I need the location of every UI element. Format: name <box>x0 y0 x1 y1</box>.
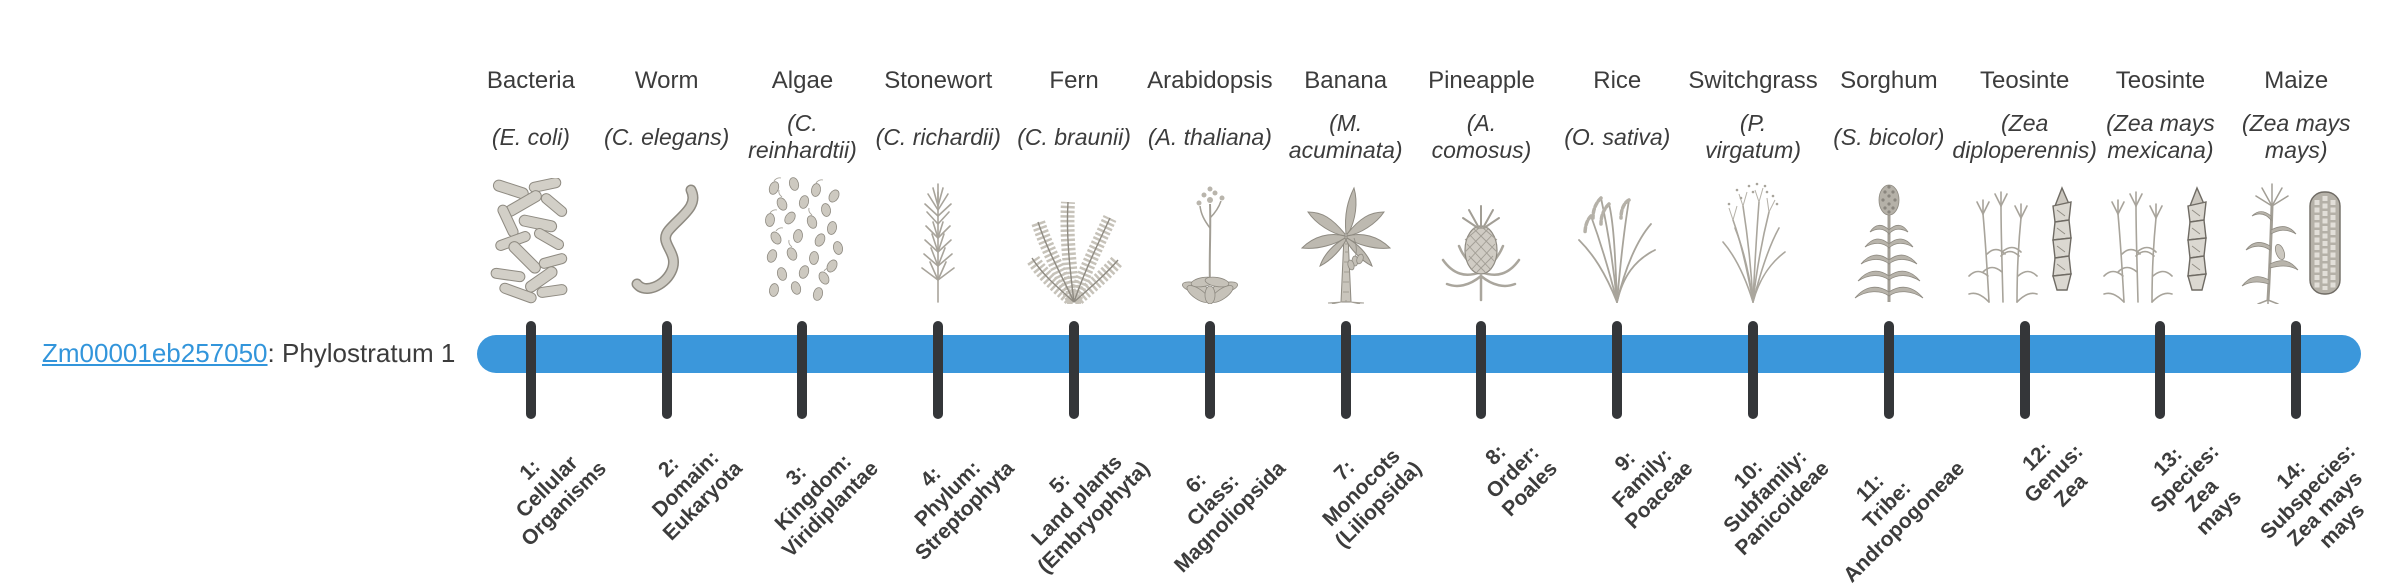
scientific-name-label: (C. richardii) <box>875 123 1001 150</box>
fern-icon <box>1022 172 1126 304</box>
pineapple-icon <box>1439 172 1523 304</box>
timeline-tick <box>933 321 944 419</box>
stratum-label: 1: Cellular Organisms <box>511 451 612 551</box>
algae-icon <box>760 172 844 304</box>
organism-column: Bacteria (E. coli) <box>463 0 611 580</box>
organism-column: Stonewort (C. richardii) <box>870 0 1019 580</box>
common-name-label: Algae <box>771 67 834 94</box>
common-name-label: Switchgrass <box>1688 67 1818 94</box>
organism-column: Maize (Zea mays mays) <box>2228 0 2369 580</box>
gene-label: Zm00001eb257050: Phylostratum 1 <box>42 338 455 368</box>
organism-column: Switchgrass (P. virgatum) <box>1685 0 1833 580</box>
scientific-name-label: (M. acuminata) <box>1288 110 1403 163</box>
timeline-tick <box>1204 321 1215 419</box>
timeline-tick <box>525 321 536 419</box>
timeline-tick <box>2155 321 2166 419</box>
stonewort-icon <box>903 172 973 304</box>
organism-column: Fern (C. braunii) <box>1006 0 1154 580</box>
organism-column: Arabidopsis (A. thaliana) <box>1142 0 1290 580</box>
organism-column: Sorghum (S. bicolor) <box>1821 0 1969 588</box>
gene-id-link[interactable]: Zm00001eb257050 <box>42 338 268 368</box>
scientific-name-label: (S. bicolor) <box>1833 123 1945 150</box>
organism-column: Algae (C. reinhardtii) <box>735 0 883 580</box>
stratum-label: 12: Genus: Zea <box>2018 437 2093 512</box>
common-name-label: Teosinte <box>1979 67 2070 94</box>
scientific-name-label: (A. comosus) <box>1431 110 1532 163</box>
organism-columns: Bacteria (E. coli) <box>463 0 2369 588</box>
teosinte-icon <box>2102 172 2218 304</box>
timeline-tick <box>1748 321 1759 419</box>
timeline-tick <box>2019 321 2030 419</box>
stratum-label: 5: Land plants (Embryophyta) <box>1027 450 1155 578</box>
common-name-label: Banana <box>1304 67 1388 94</box>
common-name-label: Fern <box>1049 67 1099 94</box>
stratum-label: 11: Tribe: Andropogoneae <box>1838 456 1970 588</box>
organism-column: Rice (O. sativa) <box>1549 0 1697 580</box>
timeline-tick <box>1340 321 1351 419</box>
common-name-label: Rice <box>1593 67 1642 94</box>
scientific-name-label: (O. sativa) <box>1564 123 1671 150</box>
organism-column: Worm (C. elegans) 2: Domain: Eukaryota <box>599 0 747 580</box>
stratum-label: 4: Phylum: Streptophyta <box>910 456 1019 565</box>
switchgrass-icon <box>1707 172 1799 304</box>
organism-column: Pineapple (A. comosus) <box>1414 0 1562 580</box>
common-name-label: Teosinte <box>2115 67 2206 94</box>
common-name-label: Sorghum <box>1840 67 1938 94</box>
common-name-label: Worm <box>634 67 699 94</box>
timeline-tick <box>1612 321 1623 419</box>
common-name-label: Arabidopsis <box>1147 67 1273 94</box>
scientific-name-label: (Zea diploperennis) <box>1952 110 2097 163</box>
organism-column: Banana (M. acuminata) <box>1278 0 1426 580</box>
timeline-tick <box>661 321 672 419</box>
timeline-tick <box>2291 321 2302 419</box>
phylostratum-text: : Phylostratum 1 <box>267 338 456 368</box>
timeline-tick <box>1883 321 1894 419</box>
common-name-label: Pineapple <box>1428 67 1535 94</box>
scientific-name-label: (E. coli) <box>491 123 570 150</box>
scientific-name-label: (C. elegans) <box>604 123 730 150</box>
common-name-label: Maize <box>2264 67 2329 94</box>
maize-icon <box>2238 172 2354 304</box>
scientific-name-label: (P. virgatum) <box>1705 110 1801 163</box>
stratum-label: 8: Order: Poales <box>1480 440 1562 522</box>
timeline-tick <box>1069 321 1080 419</box>
stratum-label: 2: Domain: Eukaryota <box>648 446 747 546</box>
timeline-bar <box>477 335 2361 373</box>
bacteria-icon <box>489 172 573 304</box>
scientific-name-label: (C. reinhardtii) <box>748 110 857 163</box>
scientific-name-label: (Zea mays mays) <box>2241 110 2351 163</box>
stratum-label: 14: Subspecies: Zea mays mays <box>2255 439 2369 553</box>
stratum-label: 9: Family: Poaceae <box>1608 444 1698 534</box>
common-name-label: Bacteria <box>486 67 575 94</box>
stratum-label: 6: Class: Magnoliopsida <box>1169 456 1291 578</box>
banana-icon <box>1294 172 1398 304</box>
worm-icon <box>625 172 709 304</box>
scientific-name-label: (Zea mays mexicana) <box>2106 110 2215 163</box>
organism-column: Teosinte (Zea mays mexicana) <box>2093 0 2246 580</box>
teosinte-icon <box>1967 172 2083 304</box>
sorghum-icon <box>1847 172 1931 304</box>
timeline-tick <box>1476 321 1487 419</box>
common-name-label: Stonewort <box>884 67 993 94</box>
arabidopsis-icon <box>1170 172 1250 304</box>
timeline-tick <box>797 321 808 419</box>
scientific-name-label: (C. braunii) <box>1017 123 1131 150</box>
stratum-label: 7: Monocots (Liliopsida) <box>1318 444 1426 553</box>
organism-column: Teosinte (Zea diploperennis) <box>1952 0 2097 580</box>
stratum-label: 3: Kingdom: Viridiplantae <box>770 449 883 563</box>
rice-icon <box>1571 172 1663 304</box>
scientific-name-label: (A. thaliana) <box>1147 123 1272 150</box>
